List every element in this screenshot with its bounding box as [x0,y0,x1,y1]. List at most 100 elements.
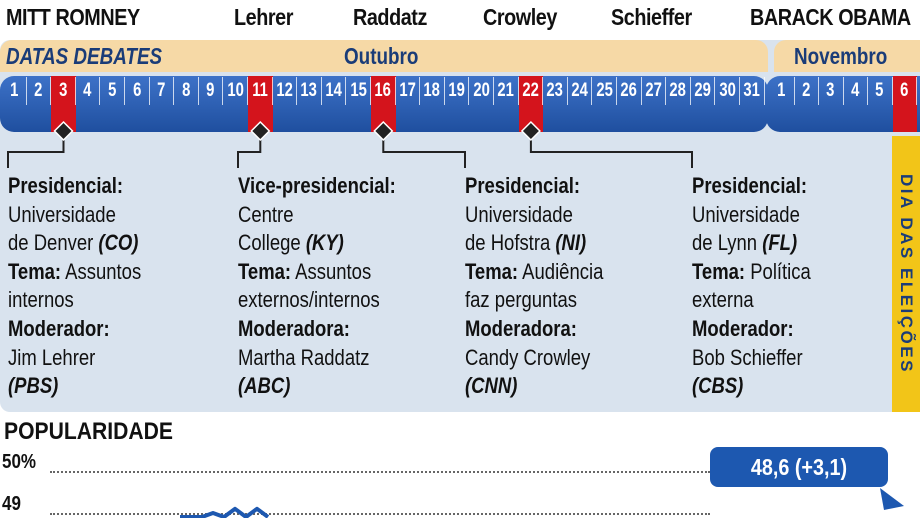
day-oct-16: 16 [371,77,396,105]
debate-state: (NI) [555,230,587,256]
day-oct-28: 28 [666,77,691,105]
chart-title: POPULARIDADE [4,418,173,445]
day-label: 18 [423,80,441,101]
moderator-label: Moderador: [692,315,794,341]
highlight-day-nov-6 [892,76,917,132]
debate-theme: externa [692,287,754,313]
day-label: 7 [157,80,166,101]
debate-card-3: Presidencial: Universidade de Hofstra (N… [465,172,687,401]
day-label: 6 [132,80,141,101]
moderator-lehrer: Lehrer [234,4,293,30]
moderator-label: Moderador: [8,315,110,341]
day-oct-31: 31 [740,77,765,105]
gridline [50,471,710,473]
debate-type: Vice-presidencial: [238,173,396,198]
day-label: 26 [620,80,638,101]
gridline [50,513,710,515]
debate-network: (ABC) [238,373,291,399]
callout-value: 48,6 (+3,1) [750,453,848,480]
day-oct-17: 17 [396,77,421,105]
day-label: 29 [694,80,711,101]
day-nov-6: 6 [893,77,917,105]
day-oct-30: 30 [715,77,740,105]
day-oct-5: 5 [100,77,125,105]
moderator-crowley: Crowley [483,4,557,30]
day-oct-29: 29 [691,77,716,105]
month-label-october: Outubro [344,43,419,69]
debate-card-2: Vice-presidencial: Centre College (KY) T… [238,172,460,401]
month-label-november: Novembro [794,43,888,69]
debate-theme: Assuntos [65,258,142,284]
debate-venue: de Denver [8,230,94,256]
day-label: 12 [276,80,293,101]
debate-network: (CBS) [692,373,744,399]
debate-theme: externos/internos [238,287,380,313]
debate-type: Presidencial: [465,173,581,198]
day-nov-2: 2 [795,77,819,105]
debate-venue: College [238,230,301,256]
day-oct-19: 19 [445,77,470,105]
day-label: 19 [448,80,465,101]
day-label: 2 [34,80,43,101]
day-oct-10: 10 [223,77,248,105]
debate-theme: Audiência [522,258,604,284]
day-label: 24 [571,80,588,101]
theme-label: Tema: [238,258,292,284]
day-label: 3 [58,80,68,101]
day-label: 21 [497,80,515,101]
day-label: 6 [900,80,909,101]
series-line [180,506,270,518]
day-oct-25: 25 [592,77,617,105]
day-oct-8: 8 [174,77,199,105]
day-label: 9 [206,80,215,101]
day-label: 10 [226,80,244,101]
theme-label: Tema: [465,258,519,284]
moderator-label: Moderadora: [238,315,350,341]
day-label: 8 [181,80,191,101]
day-oct-9: 9 [199,77,224,105]
debate-type: Presidencial: [692,173,808,198]
day-nov-3: 3 [819,77,844,105]
day-label: 5 [875,80,884,101]
debate-venue: Centre [238,201,294,227]
debate-state: (KY) [305,230,344,256]
day-oct-14: 14 [322,77,347,105]
day-label: 16 [374,80,392,101]
day-label: 17 [399,80,416,101]
day-label: 5 [108,80,117,101]
day-oct-23: 23 [543,77,568,105]
popularity-callout: 48,6 (+3,1) [710,447,888,487]
day-oct-4: 4 [76,77,101,105]
day-oct-2: 2 [27,77,52,105]
debate-card-1: Presidencial: Universidade de Denver (CO… [8,172,230,401]
day-oct-15: 15 [346,77,371,105]
candidate-obama: BARACK OBAMA [750,4,911,30]
day-label: 4 [851,80,860,101]
day-oct-26: 26 [617,77,642,105]
callout-pointer [880,488,904,510]
moderator-schieffer: Schieffer [611,4,692,30]
day-label: 27 [645,80,662,101]
month-band-november [774,40,920,72]
debate-venue: de Lynn [692,230,758,256]
day-nov-1: 1 [770,77,795,105]
month-band-october [0,40,768,72]
election-day-label: DIA DAS ELEIÇÕES [897,174,916,374]
day-label: 22 [522,80,539,101]
debate-moderator: Bob Schieffer [692,344,803,370]
theme-label: Tema: [8,258,62,284]
debate-moderator: Jim Lehrer [8,344,96,370]
debate-type: Presidencial: [8,173,124,198]
debate-venue: de Hofstra [465,230,551,256]
day-label: 1 [9,80,18,101]
day-oct-6: 6 [125,77,150,105]
candidate-romney: MITT ROMNEY [6,4,140,30]
day-label: 14 [325,80,342,101]
day-nov-4: 4 [844,77,868,105]
day-oct-1: 1 [2,77,27,105]
day-label: 1 [777,80,786,101]
debate-moderator: Candy Crowley [465,344,591,370]
day-oct-13: 13 [297,77,322,105]
day-oct-27: 27 [642,77,667,105]
day-label: 13 [300,80,318,101]
